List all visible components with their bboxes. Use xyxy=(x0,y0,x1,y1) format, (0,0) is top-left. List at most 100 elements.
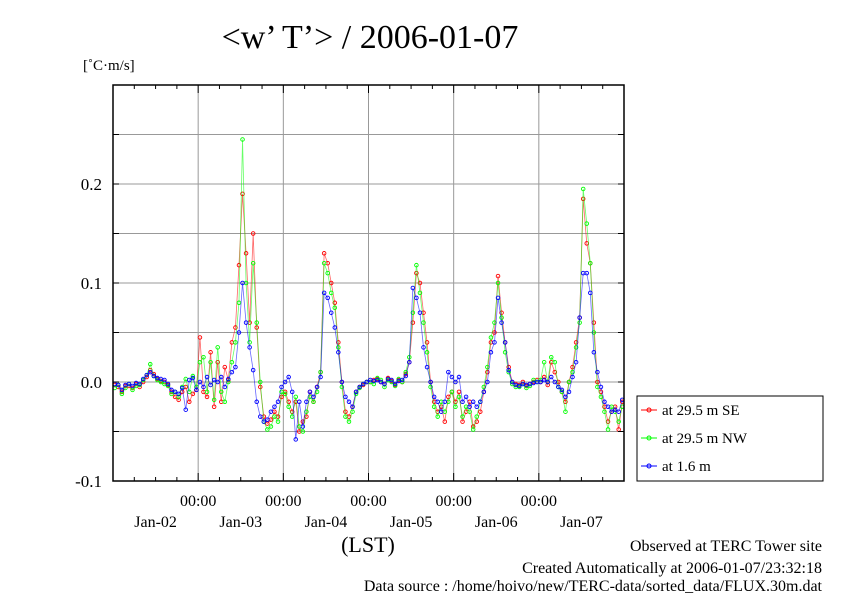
data-point xyxy=(467,409,472,414)
data-point xyxy=(300,424,306,429)
data-point xyxy=(183,407,188,412)
data-point xyxy=(591,330,597,335)
y-tick-label: 0.0 xyxy=(81,373,102,392)
data-point xyxy=(485,379,490,385)
x-tick-label: 00:00 xyxy=(435,493,471,510)
legend-label: at 29.5 m NW xyxy=(662,431,748,447)
data-point xyxy=(250,367,256,373)
data-point xyxy=(541,374,547,380)
data-point xyxy=(449,389,455,395)
data-point xyxy=(478,409,483,414)
data-point xyxy=(328,290,334,296)
data-point xyxy=(201,355,206,360)
data-point xyxy=(236,330,242,335)
data-point xyxy=(417,280,423,286)
data-point xyxy=(204,389,210,395)
data-point xyxy=(247,340,252,345)
day-label: Jan-02 xyxy=(134,514,177,531)
day-label: Jan-07 xyxy=(560,514,603,531)
day-label: Jan-06 xyxy=(475,514,518,531)
data-point xyxy=(382,381,387,387)
data-point xyxy=(414,262,419,268)
data-point xyxy=(258,379,263,385)
data-point xyxy=(289,389,295,395)
data-point xyxy=(545,379,550,385)
data-point xyxy=(485,369,490,375)
data-point xyxy=(602,409,607,414)
data-point xyxy=(421,320,426,325)
data-point xyxy=(424,350,430,355)
data-point xyxy=(509,379,515,385)
data-point xyxy=(488,335,494,340)
data-point xyxy=(218,374,224,380)
data-point xyxy=(595,369,600,375)
data-point xyxy=(545,382,550,388)
y-tick-label: -0.1 xyxy=(75,472,102,491)
data-point xyxy=(211,377,217,383)
data-point xyxy=(570,374,575,380)
data-point xyxy=(549,355,554,360)
data-point xyxy=(431,394,437,400)
data-point xyxy=(591,350,597,355)
data-point xyxy=(350,409,355,414)
y-tick-label: 0.1 xyxy=(81,274,102,293)
data-point xyxy=(435,399,440,405)
data-point xyxy=(233,340,238,345)
data-point xyxy=(463,394,469,400)
data-point xyxy=(538,379,543,385)
data-point xyxy=(556,384,561,390)
data-point xyxy=(495,295,501,301)
data-point xyxy=(492,340,497,345)
data-point xyxy=(541,377,547,383)
data-point xyxy=(311,394,316,400)
legend-swatch-marker xyxy=(646,463,652,469)
data-point xyxy=(584,221,589,226)
data-point xyxy=(250,260,256,266)
data-point xyxy=(240,280,245,286)
x-tick-label: 00:00 xyxy=(180,493,216,510)
data-point xyxy=(325,270,330,276)
data-point xyxy=(165,381,171,387)
data-point xyxy=(467,404,472,410)
data-point xyxy=(307,389,313,395)
data-point xyxy=(602,399,607,405)
data-point xyxy=(158,379,164,385)
legend-swatch-marker xyxy=(646,407,652,413)
data-point xyxy=(541,359,547,365)
data-point xyxy=(222,364,228,370)
data-point xyxy=(577,315,582,320)
data-point xyxy=(378,379,384,385)
x-tick-label: 00:00 xyxy=(350,493,386,510)
data-point xyxy=(410,285,416,291)
data-point xyxy=(392,381,398,387)
data-point xyxy=(453,404,458,410)
data-point xyxy=(414,295,419,301)
data-point xyxy=(460,419,465,424)
data-point xyxy=(474,404,479,410)
data-point xyxy=(243,320,249,325)
data-point xyxy=(360,381,366,387)
data-point xyxy=(265,417,270,422)
data-point xyxy=(371,381,377,387)
data-point xyxy=(286,399,291,405)
data-point xyxy=(495,280,501,286)
data-point xyxy=(314,384,320,390)
legend-label: at 1.6 m xyxy=(662,459,711,475)
day-label: Jan-03 xyxy=(219,514,262,531)
data-point xyxy=(499,320,504,325)
data-point xyxy=(417,310,423,315)
data-point xyxy=(204,394,210,400)
data-point xyxy=(222,399,228,405)
chart-title: <w’ T’> / 2006-01-07 xyxy=(222,19,519,56)
data-point xyxy=(140,376,146,382)
data-point xyxy=(350,404,355,410)
data-point xyxy=(300,429,306,434)
legend: at 29.5 m SE at 29.5 m NW at 1.6 m xyxy=(636,395,824,482)
data-point xyxy=(332,325,338,330)
data-point xyxy=(424,364,430,370)
data-point xyxy=(275,399,281,405)
data-point xyxy=(357,384,362,390)
data-point xyxy=(470,399,476,405)
data-point xyxy=(431,404,437,410)
